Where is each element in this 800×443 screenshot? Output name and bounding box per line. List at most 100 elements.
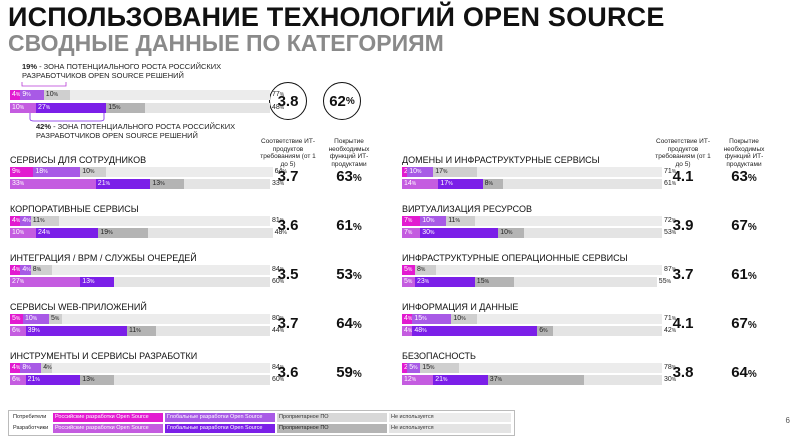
category-3-users-bar-seg-proprietary bbox=[30, 265, 52, 275]
category-8-users-bar-seg-notused bbox=[435, 265, 662, 275]
category-6-users-bar-seg-global bbox=[407, 167, 434, 177]
category-1-coverage: 63% bbox=[336, 168, 362, 185]
category-4-devs-bar-seg-proprietary bbox=[127, 326, 156, 336]
category-1-users-bar-seg-proprietary bbox=[80, 167, 107, 177]
legend-devs-label: Разработчики bbox=[13, 425, 49, 431]
category-7-coverage: 67% bbox=[731, 217, 757, 234]
category-10-users-bar-seg-global bbox=[407, 363, 421, 373]
growth-note-bottom-text-2: РАЗРАБОТЧИКОВ OPEN SOURCE РЕШЕНИЙ bbox=[36, 131, 198, 140]
category-10-coverage: 64% bbox=[731, 364, 757, 381]
category-9-compliance: 4.1 bbox=[672, 315, 694, 332]
category-1-devs-bar-seg-global bbox=[95, 179, 151, 189]
growth-note-top-value: 19% bbox=[22, 62, 38, 71]
legend-global-users: Глобальные разработки Open Source bbox=[165, 413, 275, 422]
category-8-coverage: 61% bbox=[731, 266, 757, 283]
category-2-devs-bar-seg-ru bbox=[10, 228, 36, 238]
summary-compliance-circle: 3.8 bbox=[269, 82, 307, 120]
category-3-users-bar-seg-ru bbox=[10, 265, 21, 275]
category-10-devs-bar-label-global: 21% bbox=[435, 376, 448, 383]
summary-coverage-circle: 62% bbox=[323, 82, 361, 120]
category-2-devs-bar-seg-notused bbox=[147, 228, 273, 238]
category-3-devs-bar-label-global: 13% bbox=[82, 278, 95, 285]
category-8-compliance: 3.7 bbox=[672, 266, 694, 283]
category-9-devs-bar-seg-notused bbox=[552, 326, 662, 336]
category-7-users-bar-label-notused: 72% bbox=[664, 217, 677, 224]
category-2-users-bar-label-global: 4% bbox=[22, 217, 31, 224]
category-7-devs-bar-seg-proprietary bbox=[498, 228, 525, 238]
category-9-devs-bar-seg-global bbox=[412, 326, 538, 336]
category-6-users-bar-seg-ru bbox=[402, 167, 408, 177]
category-10-devs-bar-seg-ru bbox=[402, 375, 434, 385]
category-9-devs-bar-seg-ru bbox=[402, 326, 413, 336]
category-1-users-bar-seg-global bbox=[33, 167, 81, 177]
category-9-users-bar-seg-proprietary bbox=[451, 314, 478, 324]
category-7-name: ВИРТУАЛИЗАЦИЯ РЕСУРСОВ bbox=[402, 204, 532, 214]
category-4-devs-bar-label-ru: 6% bbox=[12, 327, 21, 334]
category-8-devs-bar-seg-notused bbox=[513, 277, 657, 287]
legend: Потребители Российские разработки Open S… bbox=[8, 410, 515, 436]
category-5-devs-bar: 6% 21% 13% 60% bbox=[10, 375, 284, 385]
legend-users-label: Потребители bbox=[13, 414, 47, 420]
category-9-devs-bar: 4% 48% 6% 42% bbox=[402, 326, 676, 336]
category-6-name: ДОМЕНЫ И ИНФРАСТРУКТУРНЫЕ СЕРВИСЫ bbox=[402, 155, 600, 165]
category-1-devs-bar-label-global: 21% bbox=[97, 180, 111, 187]
category-9-users-bar-seg-global bbox=[412, 314, 452, 324]
category-2-coverage: 61% bbox=[336, 217, 362, 234]
legend-ru-devs: Российские разработки Open Source bbox=[53, 424, 163, 433]
category-8-devs-bar-label-ru: 5% bbox=[404, 278, 413, 285]
summary-users-bar-seg-global bbox=[20, 90, 44, 100]
category-10-users-bar-seg-proprietary bbox=[420, 363, 460, 373]
category-3-devs-bar: 27% 13% 60% bbox=[10, 277, 284, 287]
category-6-coverage: 63% bbox=[731, 168, 757, 185]
category-9-users-bar-label-ru: 4% bbox=[404, 315, 413, 322]
category-1-devs-bar-seg-notused bbox=[184, 179, 270, 189]
page-title: ИСПОЛЬЗОВАНИЕ ТЕХНОЛОГИЙ OPEN SOURCE bbox=[8, 2, 665, 32]
category-1-devs-bar-label-proprietary: 13% bbox=[152, 180, 165, 187]
category-2-name: КОРПОРАТИВНЫЕ СЕРВИСЫ bbox=[10, 204, 139, 214]
category-2-devs-bar-label-proprietary: 19% bbox=[100, 229, 113, 236]
legend-ru-users: Российские разработки Open Source bbox=[53, 413, 163, 422]
category-6-devs-bar-label-ru: 14% bbox=[404, 180, 417, 187]
category-10-compliance: 3.8 bbox=[672, 364, 694, 381]
category-5-devs-bar-seg-proprietary bbox=[80, 375, 114, 385]
category-6-devs-bar-label-global: 17% bbox=[440, 180, 453, 187]
category-6-devs-bar-seg-global bbox=[438, 179, 483, 189]
category-5-users-bar-seg-notused bbox=[51, 363, 270, 373]
category-5-compliance: 3.6 bbox=[277, 364, 299, 381]
growth-note-top: 19% - ЗОНА ПОТЕНЦИАЛЬНОГО РОСТА РОССИЙСК… bbox=[22, 62, 221, 80]
category-5-users-bar-label-proprietary: 4% bbox=[43, 364, 52, 371]
category-9-devs-bar-seg-proprietary bbox=[537, 326, 553, 336]
growth-note-bottom-text-1: - ЗОНА ПОТЕНЦИАЛЬНОГО РОСТА РОССИЙСКИХ bbox=[51, 122, 236, 131]
category-2-users-bar-seg-notused bbox=[59, 216, 270, 226]
category-9-users-bar-label-global: 15% bbox=[414, 315, 427, 322]
category-2-devs-bar-label-notused: 48% bbox=[274, 229, 287, 236]
category-2-users-bar-seg-global bbox=[20, 216, 31, 226]
legend-proprietary-users: Проприетарное ПО bbox=[277, 413, 387, 422]
category-7-devs-bar-seg-global bbox=[420, 228, 499, 238]
category-5-devs-bar-label-ru: 6% bbox=[12, 376, 21, 383]
category-10-devs-bar-seg-proprietary bbox=[487, 375, 584, 385]
category-1-users-bar-seg-notused bbox=[106, 167, 273, 177]
header-compliance-left: Соответствие ИТ-продуктов требованиям (о… bbox=[260, 138, 316, 168]
category-9-devs-bar-label-notused: 42% bbox=[664, 327, 677, 334]
category-3-name: ИНТЕГРАЦИЯ / BPM / СЛУЖБЫ ОЧЕРЕДЕЙ bbox=[10, 253, 197, 263]
category-9-name: ИНФОРМАЦИЯ И ДАННЫЕ bbox=[402, 302, 519, 312]
category-5-users-bar-seg-ru bbox=[10, 363, 21, 373]
category-4-users-bar-label-proprietary: 5% bbox=[51, 315, 60, 322]
category-3-devs-bar-label-notused: 60% bbox=[272, 278, 285, 285]
category-6-devs-bar-seg-proprietary bbox=[482, 179, 504, 189]
header-coverage-right: Покрытие необходимых функций ИТ-продукта… bbox=[723, 138, 765, 168]
summary-users-bar-label-ru: 4% bbox=[12, 91, 21, 98]
category-7-users-bar-seg-ru bbox=[402, 216, 421, 226]
category-4-name: СЕРВИСЫ WEB-ПРИЛОЖЕНИЙ bbox=[10, 302, 147, 312]
category-10-devs-bar-seg-notused bbox=[584, 375, 662, 385]
category-2-users-bar: 4% 4% 11% 81% bbox=[10, 216, 284, 226]
category-4-users-bar: 5% 10% 5% 80% bbox=[10, 314, 284, 324]
category-6-compliance: 4.1 bbox=[672, 168, 694, 185]
category-7-users-bar-label-ru: 7% bbox=[404, 217, 413, 224]
category-7-users-bar: 7% 10% 11% 72% bbox=[402, 216, 676, 226]
growth-note-top-text-2: РАЗРАБОТЧИКОВ OPEN SOURCE РЕШЕНИЙ bbox=[22, 71, 184, 80]
category-5-users-bar: 4% 8% 4% 84% bbox=[10, 363, 284, 373]
